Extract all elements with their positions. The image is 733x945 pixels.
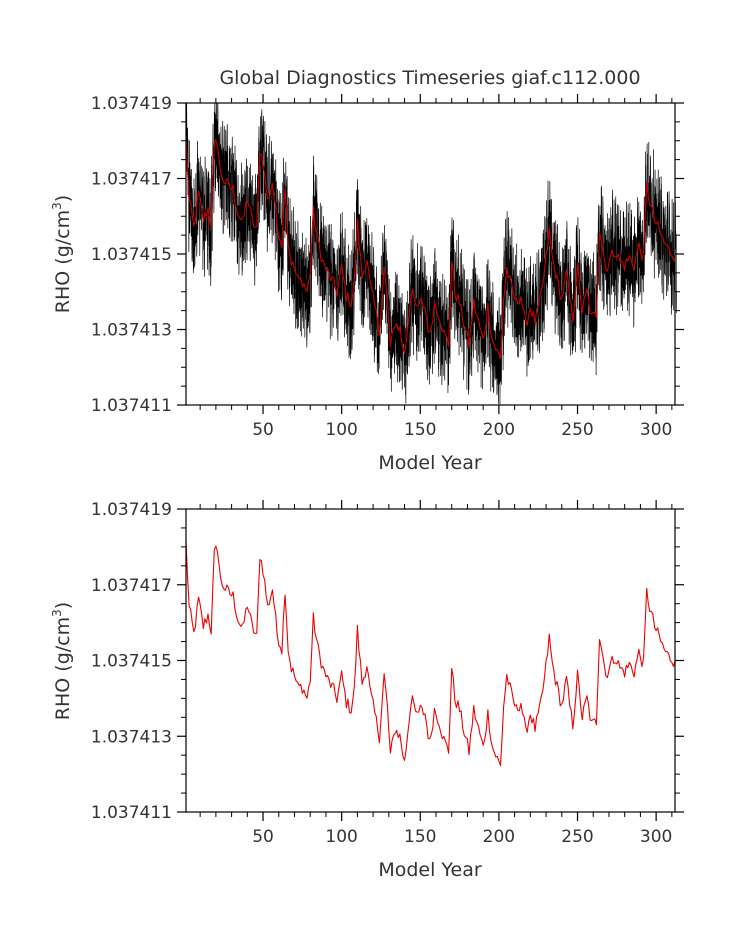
top-axis-ticks: 1.037411 1.037413 1.037415 1.037417 1.037419…	[91, 94, 684, 440]
top-y-axis-label: RHO (g/cm3)	[50, 195, 74, 313]
bottom-axis-ticks: 1.037411 1.037413 1.037415 1.037417 1.037419…	[91, 500, 684, 847]
bottom-series-annual	[185, 541, 676, 767]
bottom-chart-panel: 1.037411 1.037413 1.037415 1.037417 1.037419…	[50, 500, 684, 881]
top-ytick-label: 1.037415	[91, 245, 172, 265]
bottom-x-axis-label: Model Year	[378, 859, 482, 881]
bottom-plot-frame	[185, 508, 676, 813]
bottom-ytick-label: 1.037419	[91, 500, 172, 520]
bottom-ytick-label: 1.037417	[91, 576, 172, 596]
top-plot-series	[185, 102, 677, 406]
top-xtick-label: 200	[483, 420, 515, 440]
top-chart-panel: Global Diagnostics Timeseries giaf.c112.…	[50, 67, 684, 474]
bottom-xtick-label: 100	[325, 827, 357, 847]
top-xtick-label: 300	[640, 420, 672, 440]
top-series-monthly	[185, 102, 677, 406]
bottom-xtick-label: 150	[404, 827, 436, 847]
bottom-plot-series	[185, 541, 676, 767]
top-ytick-label: 1.037419	[91, 94, 172, 114]
bottom-ytick-label: 1.037415	[91, 652, 172, 672]
top-xtick-label: 250	[561, 420, 593, 440]
top-xtick-label: 50	[252, 420, 274, 440]
top-xtick-label: 100	[325, 420, 357, 440]
top-x-axis-label: Model Year	[378, 452, 482, 474]
bottom-xtick-label: 300	[640, 827, 672, 847]
bottom-xtick-label: 250	[561, 827, 593, 847]
top-ytick-label: 1.037417	[91, 170, 172, 190]
chart-title: Global Diagnostics Timeseries giaf.c112.…	[219, 67, 640, 89]
top-ytick-label: 1.037413	[91, 321, 172, 341]
top-series-annual	[185, 134, 676, 360]
bottom-xtick-label: 50	[252, 827, 274, 847]
top-ytick-label: 1.037411	[91, 396, 172, 416]
top-xtick-label: 150	[404, 420, 436, 440]
bottom-ytick-label: 1.037411	[91, 803, 172, 823]
bottom-xtick-label: 200	[483, 827, 515, 847]
bottom-y-axis-label: RHO (g/cm3)	[50, 602, 74, 720]
bottom-ytick-label: 1.037413	[91, 727, 172, 747]
